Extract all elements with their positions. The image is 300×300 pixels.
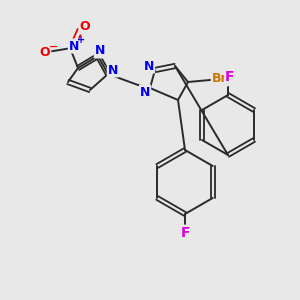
Text: N: N — [140, 85, 150, 98]
Text: F: F — [225, 70, 235, 84]
Text: O: O — [80, 20, 90, 34]
Text: N: N — [69, 40, 79, 52]
Text: N: N — [95, 44, 105, 58]
Text: −: − — [49, 42, 59, 52]
Text: N: N — [144, 59, 154, 73]
Text: +: + — [77, 35, 85, 45]
Text: F: F — [180, 226, 190, 240]
Text: O: O — [40, 46, 50, 59]
Text: N: N — [108, 64, 118, 76]
Text: Br: Br — [212, 73, 228, 85]
